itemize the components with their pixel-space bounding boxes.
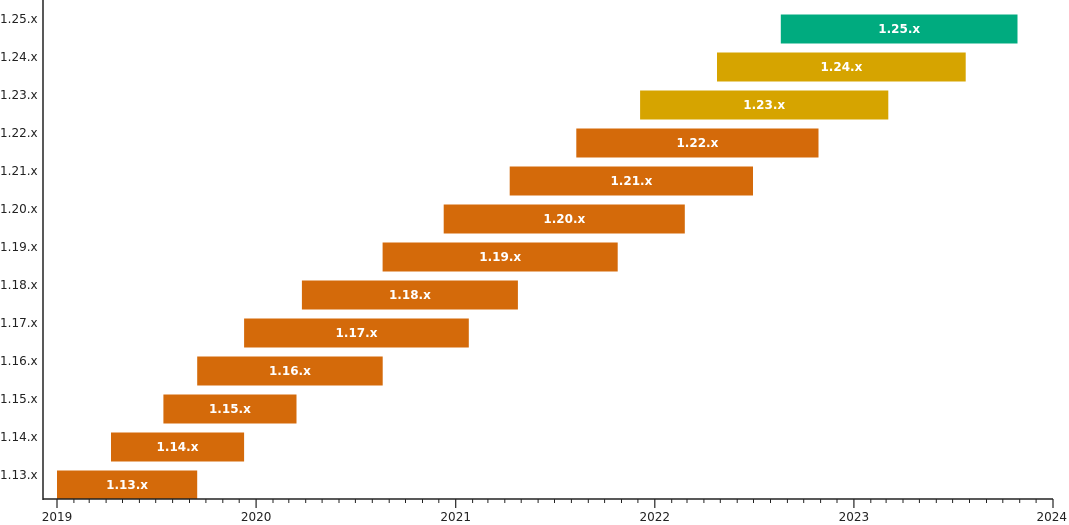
bar-label-1-23-x: 1.23.x	[743, 98, 785, 112]
bar-label-1-15-x: 1.15.x	[209, 402, 251, 416]
x-tick-label-2024: 2024	[1036, 510, 1067, 524]
y-tick-label-1-19-x: 1.19.x	[0, 240, 38, 254]
bar-1-14-x	[111, 432, 245, 462]
bar-1-22-x	[576, 128, 819, 158]
x-axis: 2019 2020 2021 2022 2023 2024	[42, 0, 1067, 524]
bar-label-1-24-x: 1.24.x	[820, 60, 862, 74]
y-tick-label-1-13-x: 1.13.x	[0, 468, 38, 482]
y-tick-label-1-14-x: 1.14.x	[0, 430, 38, 444]
x-tick-label-2022: 2022	[640, 510, 671, 524]
bar-1-24-x	[717, 52, 966, 82]
bar-label-1-13-x: 1.13.x	[106, 478, 148, 492]
bar-label-1-25-x: 1.25.x	[878, 22, 920, 36]
y-tick-label-1-25-x: 1.25.x	[0, 12, 38, 26]
x-tick-label-2019: 2019	[42, 510, 73, 524]
bar-1-15-x	[163, 394, 297, 424]
bar-1-20-x	[443, 204, 685, 234]
bars-group: 1.13.x 1.14.x 1.15.x 1.16.x 1.17.x 1.18.x 1.19…	[57, 14, 1018, 500]
bar-1-19-x	[382, 242, 618, 272]
x-tick-label-2023: 2023	[839, 510, 870, 524]
y-tick-label-1-15-x: 1.15.x	[0, 392, 38, 406]
y-tick-label-1-17-x: 1.17.x	[0, 316, 38, 330]
y-tick-label-1-22-x: 1.22.x	[0, 126, 38, 140]
bar-1-25-x	[780, 14, 1018, 44]
bar-1-23-x	[640, 90, 889, 120]
bar-1-18-x	[301, 280, 518, 310]
bar-label-1-21-x: 1.21.x	[610, 174, 652, 188]
bar-label-1-16-x: 1.16.x	[269, 364, 311, 378]
bar-1-13-x	[57, 470, 198, 500]
x-tick-label-2020: 2020	[241, 510, 272, 524]
bar-1-16-x	[197, 356, 383, 386]
x-tick-label-2021: 2021	[440, 510, 471, 524]
bar-label-1-17-x: 1.17.x	[336, 326, 378, 340]
y-tick-label-1-20-x: 1.20.x	[0, 202, 38, 216]
y-tick-label-1-16-x: 1.16.x	[0, 354, 38, 368]
bar-label-1-20-x: 1.20.x	[543, 212, 585, 226]
bar-1-17-x	[244, 318, 469, 348]
y-tick-label-1-24-x: 1.24.x	[0, 50, 38, 64]
bar-1-21-x	[509, 166, 753, 196]
y-axis-labels: 1.13.x 1.14.x 1.15.x 1.16.x 1.17.x 1.18.x 1.19…	[0, 12, 38, 482]
y-tick-label-1-18-x: 1.18.x	[0, 278, 38, 292]
bar-label-1-19-x: 1.19.x	[479, 250, 521, 264]
bar-label-1-18-x: 1.18.x	[389, 288, 431, 302]
y-tick-label-1-23-x: 1.23.x	[0, 88, 38, 102]
y-tick-label-1-21-x: 1.21.x	[0, 164, 38, 178]
bar-label-1-22-x: 1.22.x	[676, 136, 718, 150]
bar-label-1-14-x: 1.14.x	[157, 440, 199, 454]
